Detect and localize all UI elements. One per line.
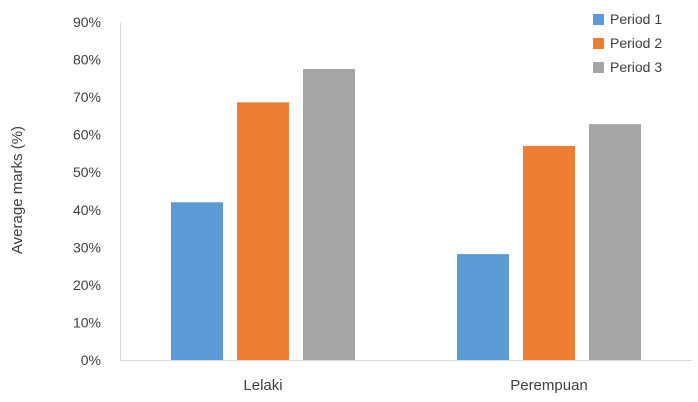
bar-period-1-perempuan bbox=[457, 254, 509, 360]
bar-period-2-perempuan bbox=[523, 145, 575, 360]
y-tick-label: 60% bbox=[73, 127, 101, 143]
y-tick-label: 10% bbox=[73, 314, 101, 330]
y-tick-label: 40% bbox=[73, 202, 101, 218]
bar-period-2-lelaki bbox=[237, 102, 289, 360]
y-axis-ticks: 0% 10% 20% 30% 40% 50% 60% 70% 80% 90% bbox=[73, 14, 101, 368]
legend-swatch bbox=[593, 14, 604, 25]
legend-label: Period 3 bbox=[610, 59, 662, 75]
y-tick-label: 30% bbox=[73, 239, 101, 255]
legend-label: Period 2 bbox=[610, 35, 662, 51]
y-tick-label: 20% bbox=[73, 277, 101, 293]
y-axis-label: Average marks (%) bbox=[9, 126, 26, 254]
legend-label: Period 1 bbox=[610, 11, 662, 27]
x-tick-label: Lelaki bbox=[243, 377, 282, 394]
bar-period-3-lelaki bbox=[303, 68, 355, 360]
bar-period-1-lelaki bbox=[171, 202, 223, 360]
bar-period-3-perempuan bbox=[589, 124, 641, 360]
y-tick-label: 90% bbox=[73, 14, 101, 30]
legend-swatch bbox=[593, 62, 604, 73]
x-axis-ticks: Lelaki Perempuan bbox=[243, 377, 587, 394]
y-tick-label: 80% bbox=[73, 52, 101, 68]
legend: Period 1 Period 2 Period 3 bbox=[593, 11, 662, 75]
bars bbox=[171, 68, 641, 360]
y-tick-label: 70% bbox=[73, 89, 101, 105]
y-tick-label: 0% bbox=[81, 352, 101, 368]
legend-swatch bbox=[593, 38, 604, 49]
y-tick-label: 50% bbox=[73, 164, 101, 180]
x-tick-label: Perempuan bbox=[510, 377, 588, 394]
